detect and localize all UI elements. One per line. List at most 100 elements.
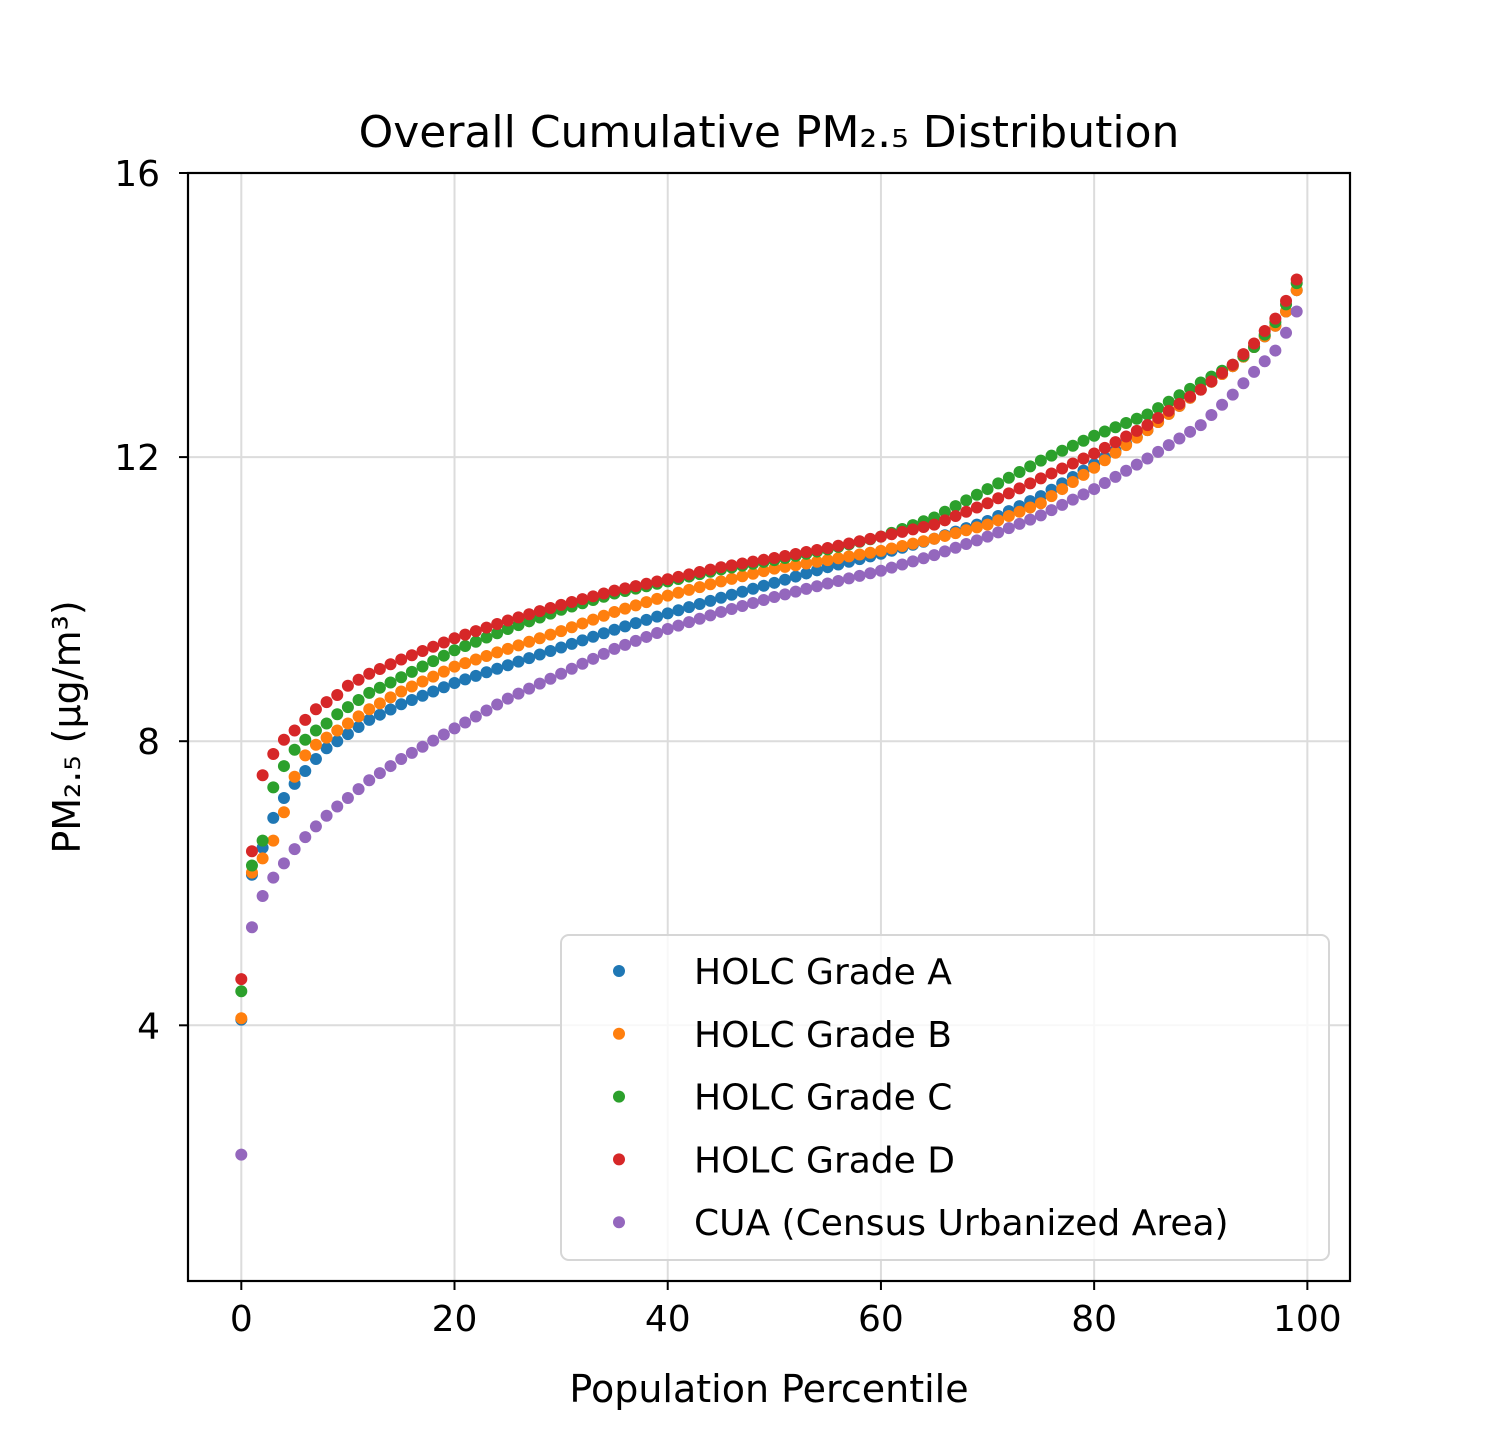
data-point — [864, 567, 877, 580]
data-point — [256, 852, 269, 865]
data-point — [1066, 457, 1079, 470]
data-point — [800, 567, 813, 580]
data-point — [459, 657, 472, 670]
data-point — [853, 548, 866, 561]
data-point — [597, 627, 610, 640]
data-point — [1056, 483, 1069, 496]
data-point — [661, 622, 674, 635]
data-point — [1098, 441, 1111, 454]
data-point — [309, 752, 322, 765]
legend-label: HOLC Grade A — [694, 952, 952, 993]
data-point — [448, 660, 461, 673]
data-point — [949, 541, 962, 554]
data-point — [533, 605, 546, 618]
y-tick-label: 16 — [114, 154, 160, 195]
data-point — [597, 647, 610, 660]
legend-marker — [613, 1216, 625, 1229]
data-point — [544, 672, 557, 685]
data-point — [917, 520, 930, 533]
data-point — [1258, 355, 1271, 368]
data-point — [672, 570, 685, 583]
data-point — [693, 597, 706, 610]
data-point — [373, 708, 386, 721]
data-point — [1002, 522, 1015, 535]
y-axis-label: PM₂.₅ (µg/m³) — [45, 600, 89, 853]
data-point — [896, 558, 909, 571]
data-point — [757, 579, 770, 592]
data-point — [1109, 421, 1122, 434]
data-point — [1269, 312, 1282, 325]
data-point — [587, 590, 600, 603]
data-point — [1162, 439, 1175, 452]
data-point — [320, 742, 333, 755]
data-point — [853, 535, 866, 548]
data-point — [1077, 452, 1090, 465]
data-point — [480, 666, 493, 679]
data-point — [1162, 395, 1175, 408]
data-point — [299, 749, 312, 762]
data-point — [661, 607, 674, 620]
data-point — [555, 641, 568, 654]
data-point — [1002, 487, 1015, 500]
data-point — [341, 728, 354, 741]
data-point — [565, 662, 578, 675]
legend: HOLC Grade A HOLC Grade B HOLC Grade C HOLC… — [560, 934, 1330, 1261]
data-point — [1269, 344, 1282, 357]
data-point — [576, 617, 589, 630]
data-point — [832, 539, 845, 552]
data-point — [523, 652, 536, 665]
data-point — [640, 613, 653, 626]
data-point — [299, 831, 312, 844]
data-point — [1173, 432, 1186, 445]
data-point — [1045, 467, 1058, 480]
data-point — [352, 710, 365, 723]
data-point — [1077, 468, 1090, 481]
data-point — [427, 685, 440, 698]
data-point — [341, 679, 354, 692]
data-point — [469, 625, 482, 638]
data-point — [299, 713, 312, 726]
data-point — [320, 809, 333, 822]
data-point — [1056, 462, 1069, 475]
data-point — [416, 675, 429, 688]
data-point — [459, 640, 472, 653]
data-point — [256, 890, 269, 903]
data-point — [277, 733, 290, 746]
data-point — [928, 532, 941, 545]
data-point — [1152, 402, 1165, 415]
data-point — [800, 557, 813, 570]
data-point — [373, 767, 386, 780]
data-point — [1184, 425, 1197, 438]
data-point — [363, 774, 376, 787]
data-point — [555, 598, 568, 611]
data-point — [245, 921, 258, 934]
data-point — [619, 602, 632, 615]
data-point — [373, 697, 386, 710]
data-point — [853, 569, 866, 582]
data-point — [768, 576, 781, 589]
data-point — [427, 734, 440, 747]
data-point — [1077, 488, 1090, 501]
data-point — [747, 567, 760, 580]
data-point — [384, 691, 397, 704]
data-point — [651, 626, 664, 639]
data-point — [469, 710, 482, 723]
data-point — [384, 703, 397, 716]
x-axis-label: Population Percentile — [569, 1367, 968, 1411]
data-point — [427, 640, 440, 653]
data-point — [1088, 483, 1101, 496]
data-point — [960, 524, 973, 537]
data-point — [800, 545, 813, 558]
legend-entries: HOLC Grade A HOLC Grade B HOLC Grade C HOLC… — [613, 952, 1229, 1244]
data-point — [1280, 294, 1293, 307]
data-point — [683, 601, 696, 614]
data-point — [629, 599, 642, 612]
chart-title: Overall Cumulative PM₂.₅ Distribution — [359, 107, 1180, 158]
data-point — [821, 577, 834, 590]
series-holc-grade-d — [235, 273, 1303, 986]
data-point — [331, 689, 344, 702]
data-point — [1098, 476, 1111, 489]
data-point — [608, 605, 621, 618]
data-point — [725, 559, 738, 572]
